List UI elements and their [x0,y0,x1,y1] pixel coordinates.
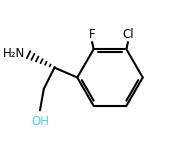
Text: OH: OH [31,115,49,128]
Text: H₂N: H₂N [3,47,25,60]
Text: Cl: Cl [122,28,134,41]
Text: F: F [89,28,95,41]
